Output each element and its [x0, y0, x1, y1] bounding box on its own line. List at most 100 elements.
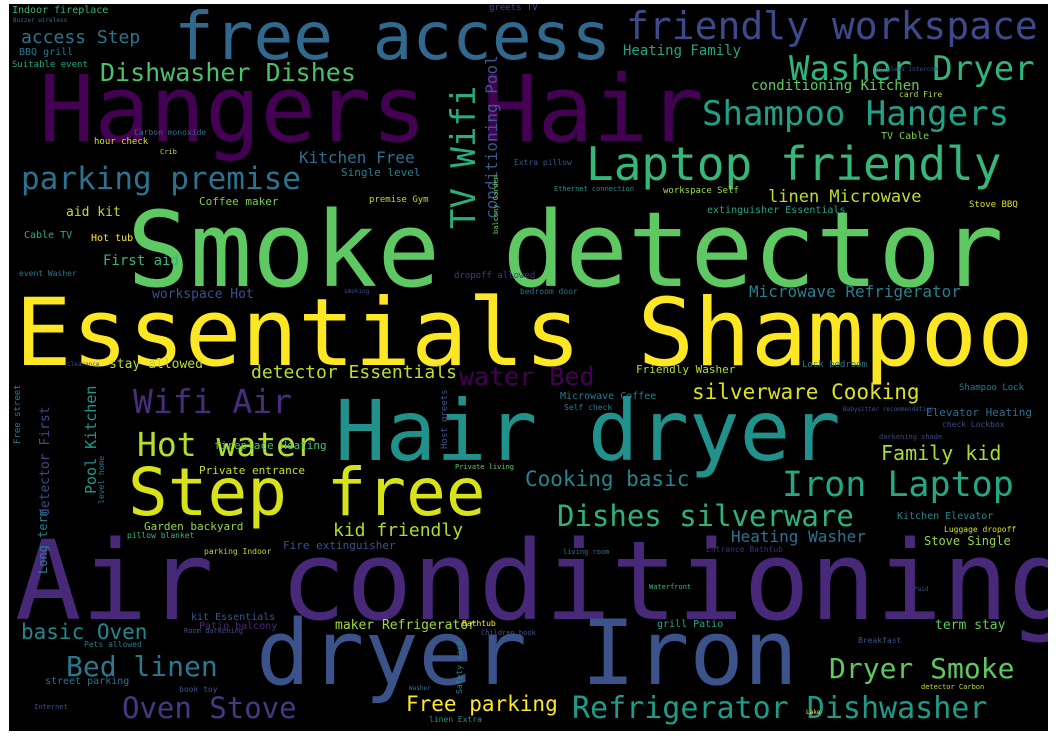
- word-balcony-garden: balcony Garden: [492, 174, 500, 234]
- word-oven-stove: Oven Stove: [122, 691, 297, 725]
- word-hour-check: hour check: [94, 137, 149, 147]
- word-stay-allowed: stay allowed: [109, 357, 203, 372]
- word-parking-premise: parking premise: [21, 161, 301, 197]
- word-water-bed: water Bed: [459, 362, 595, 391]
- word-fireplace-heating: fireplace Heating: [214, 439, 327, 452]
- word-suitable-event: Suitable event: [12, 60, 88, 70]
- word-elevator-heating: Elevator Heating: [926, 406, 1032, 419]
- word-card-fire: card Fire: [899, 90, 943, 99]
- word-tv-wifi: TV Wifi: [444, 85, 484, 229]
- word-washer: Washer: [409, 685, 431, 692]
- word-buzzer-wireless: Buzzer wireless: [13, 17, 68, 24]
- word-wifi-air: Wifi Air: [133, 382, 292, 421]
- word-indoor-fireplace: Indoor fireplace: [12, 5, 109, 16]
- word-kit-essentials: kit Essentials: [191, 612, 276, 623]
- word-living-room: living room: [563, 548, 610, 556]
- word-clearance: clearance: [67, 361, 100, 368]
- word-air-conditioning: Air conditioning: [15, 517, 1048, 645]
- word-level-home: level home: [97, 455, 106, 504]
- word-cloud-canvas: Smoke detector Essentials Shampoo Air co…: [9, 4, 1048, 731]
- word-heating-family: Heating Family: [623, 43, 742, 59]
- word-family-kid: Family kid: [881, 441, 1002, 465]
- word-long-term: Long term: [36, 508, 50, 574]
- word-patio-balcony: Patio balcony: [199, 621, 278, 632]
- word-waterfront: Waterfront: [649, 583, 692, 591]
- word-detector-first: detector First: [38, 406, 53, 516]
- word-kitchen-free: Kitchen Free: [299, 148, 415, 167]
- word-free-street: Free street: [13, 384, 23, 444]
- word-linen-microwave: linen Microwave: [768, 187, 922, 207]
- word-detector-carbon: detector Carbon: [921, 683, 985, 691]
- word-hot-tub: Hot tub: [91, 233, 134, 244]
- word-luggage-dropoff: Luggage dropoff: [944, 525, 1017, 534]
- word-stove-bbq: Stove BBQ: [969, 200, 1018, 210]
- word-hot-water: Hot water: [137, 425, 316, 464]
- word-free-access: free access: [174, 4, 612, 75]
- word-heating-washer: Heating Washer: [731, 527, 866, 546]
- word-room-darkening: Room darkening: [184, 627, 244, 635]
- word-premise-gym: premise Gym: [369, 195, 429, 205]
- word-essentials-shampoo: Essentials Shampoo: [15, 279, 1034, 388]
- word-tv-cable: TV Cable: [881, 131, 930, 142]
- word-workspace-self: workspace Self: [663, 186, 739, 196]
- word-workspace-hot: workspace Hot: [152, 287, 254, 302]
- word-hangers-hair: Hangers Hair: [39, 56, 704, 163]
- word-wireless-intercom: Wireless intercom: [876, 66, 938, 73]
- word-grill-patio: grill Patio: [657, 619, 724, 630]
- word-garden-backyard: Garden backyard: [144, 520, 244, 533]
- word-microwave-refrigerator: Microwave Refrigerator: [749, 282, 961, 301]
- word-first-aid: First aid: [103, 253, 179, 269]
- word-washer-dryer: Washer Dryer: [789, 49, 1035, 89]
- word-iron-laptop: Iron Laptop: [782, 465, 1014, 505]
- word-stove-single: Stove Single: [924, 534, 1011, 548]
- word-event-washer: event Washer: [19, 269, 77, 278]
- word-pillow-blanket: pillow blanket: [127, 531, 195, 540]
- word-step-free: Step free: [128, 454, 486, 531]
- word-coffee-maker: Coffee maker: [199, 195, 279, 208]
- word-silverware-cooking: silverware Cooking: [692, 380, 920, 404]
- word-private-living: Private living: [455, 463, 515, 471]
- word-cable-tv: Cable TV: [24, 230, 73, 241]
- word-kitchen-elevator: Kitchen Elevator: [897, 511, 994, 522]
- word-bathtub: Bathtub: [462, 619, 496, 628]
- word-smoking: smoking: [344, 288, 370, 295]
- word-dishes-silverware: Dishes silverware: [557, 499, 854, 533]
- word-dryer-iron: dryer Iron: [256, 601, 798, 706]
- word-aid-kit: aid kit: [66, 205, 121, 220]
- word-shampoo-lock: Shampoo Lock: [959, 383, 1025, 393]
- word-internet: Internet: [34, 703, 68, 711]
- word-single-level: Single level: [341, 166, 421, 179]
- word-hair-dryer: Hair dryer: [335, 382, 841, 480]
- word-shampoo-hangers: Shampoo Hangers: [702, 94, 1010, 134]
- word-fire-extinguisher: Fire extinguisher: [283, 539, 396, 552]
- word-check-lockbox: check Lockbox: [942, 420, 1005, 429]
- word-access-step: access Step: [21, 27, 141, 48]
- word-conditioning-kitchen: conditioning Kitchen: [751, 78, 920, 94]
- word-safety-card: Safety card: [455, 641, 464, 694]
- word-crib: Crib: [160, 148, 177, 156]
- word-dropoff-allowed: dropoff allowed: [454, 271, 536, 281]
- word-cooking-basic: Cooking basic: [525, 467, 690, 491]
- word-lake: Lake: [806, 709, 821, 716]
- word-private-entrance: Private entrance: [199, 464, 305, 477]
- word-detector-essentials: detector Essentials: [251, 362, 457, 383]
- word-street-parking: street parking: [45, 676, 130, 687]
- word-entrance-bathtub: Entrance Bathtub: [706, 545, 784, 554]
- word-smoke-detector: Smoke detector: [127, 189, 1004, 311]
- word-dishwasher-dishes: Dishwasher Dishes: [100, 58, 356, 87]
- word-darkening-shade: darkening shade: [879, 433, 943, 441]
- word-greets-tv: greets TV: [489, 4, 538, 13]
- word-paid: Paid: [914, 586, 929, 593]
- word-carbon-monoxide: Carbon monoxide: [134, 128, 207, 137]
- word-kid-friendly: kid friendly: [333, 520, 464, 541]
- word-friendly-workspace: friendly workspace: [626, 4, 1038, 48]
- word-refrigerator-dishwasher: Refrigerator Dishwasher: [572, 691, 988, 726]
- word-term-stay: term stay: [935, 618, 1006, 633]
- word-free-parking: Free parking: [406, 692, 558, 716]
- word-friendly-washer: Friendly Washer: [636, 363, 736, 376]
- word-extra-pillow: Extra pillow: [514, 158, 572, 167]
- word-children-book: Children book: [481, 629, 536, 637]
- word-lock-bedroom: Lock bedroom: [802, 360, 868, 370]
- word-microwave-coffee: Microwave Coffee: [560, 391, 657, 402]
- word-dryer-smoke: Dryer Smoke: [829, 652, 1015, 685]
